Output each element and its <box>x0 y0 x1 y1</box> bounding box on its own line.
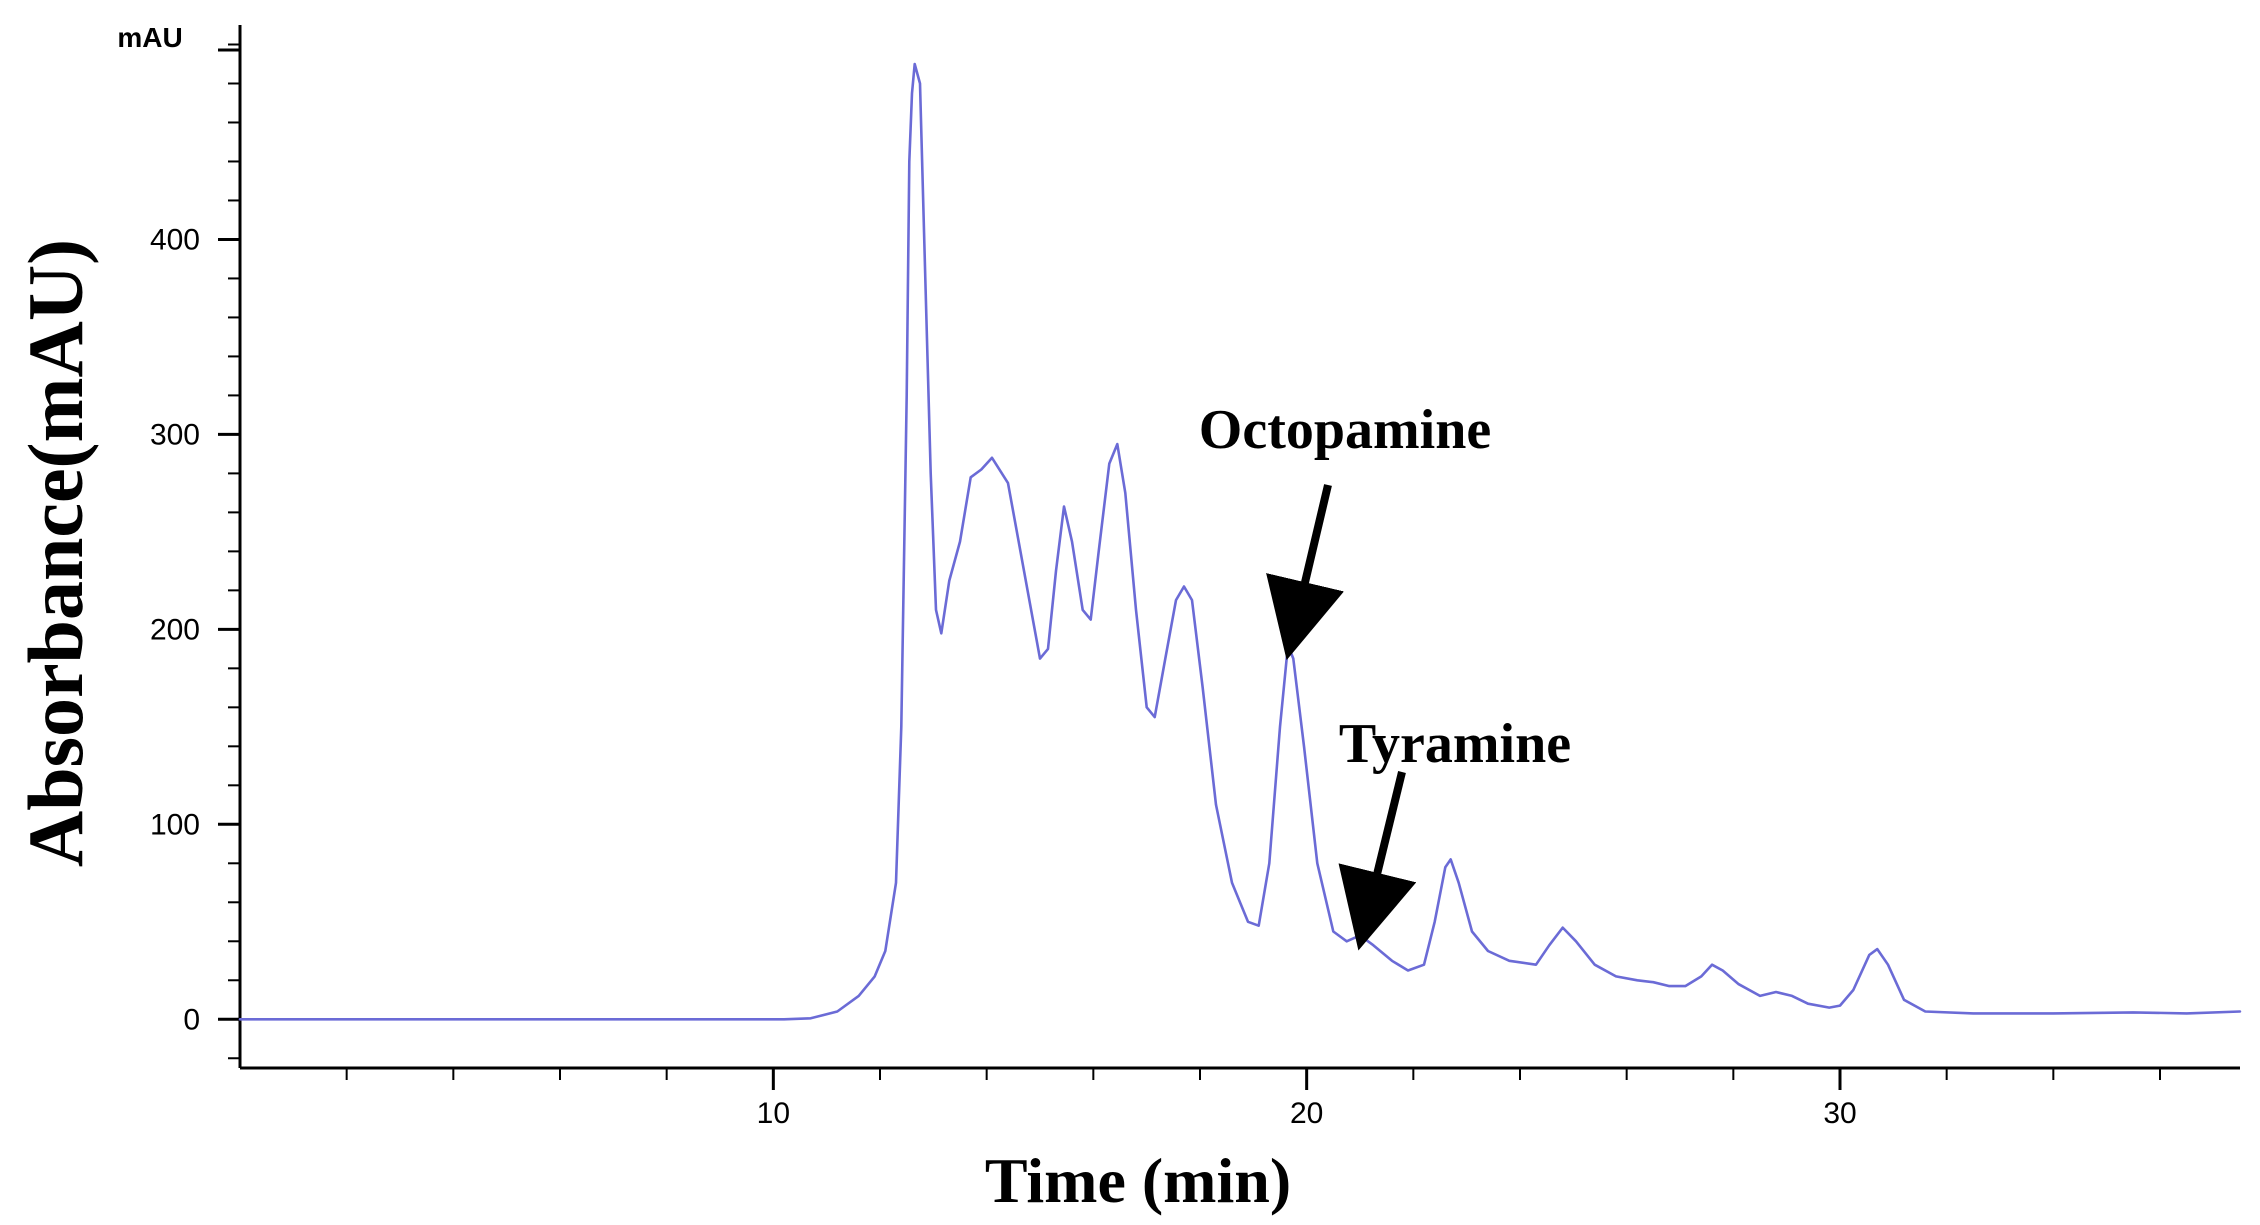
annotation-arrow-octopamine <box>1266 484 1344 661</box>
y-tick-label: 300 <box>150 418 200 451</box>
plot-area <box>238 62 2242 1021</box>
y-axis-title: Absorbance(mAU) <box>12 239 99 867</box>
y-tick-label: 0 <box>183 1003 200 1036</box>
x-axis-title: Time (min) <box>985 1145 1291 1216</box>
annotation-label-octopamine: Octopamine <box>1199 399 1491 461</box>
annotation-arrow-tyramine <box>1338 771 1417 951</box>
x-tick-label: 10 <box>757 1097 790 1130</box>
y-unit-label: mAU <box>117 22 182 53</box>
y-tick-label: 200 <box>150 613 200 646</box>
annotation-label-tyramine: Tyramine <box>1339 713 1571 775</box>
x-tick-label: 20 <box>1290 1097 1323 1130</box>
axes: 0 100 200 300 400 10 20 30 <box>150 25 2240 1130</box>
annotations: Octopamine Tyramine <box>1199 399 1571 951</box>
chromatogram-trace <box>238 62 2242 1021</box>
y-tick-label: 400 <box>150 223 200 256</box>
y-tick-label: 100 <box>150 808 200 841</box>
x-tick-label: 30 <box>1823 1097 1856 1130</box>
